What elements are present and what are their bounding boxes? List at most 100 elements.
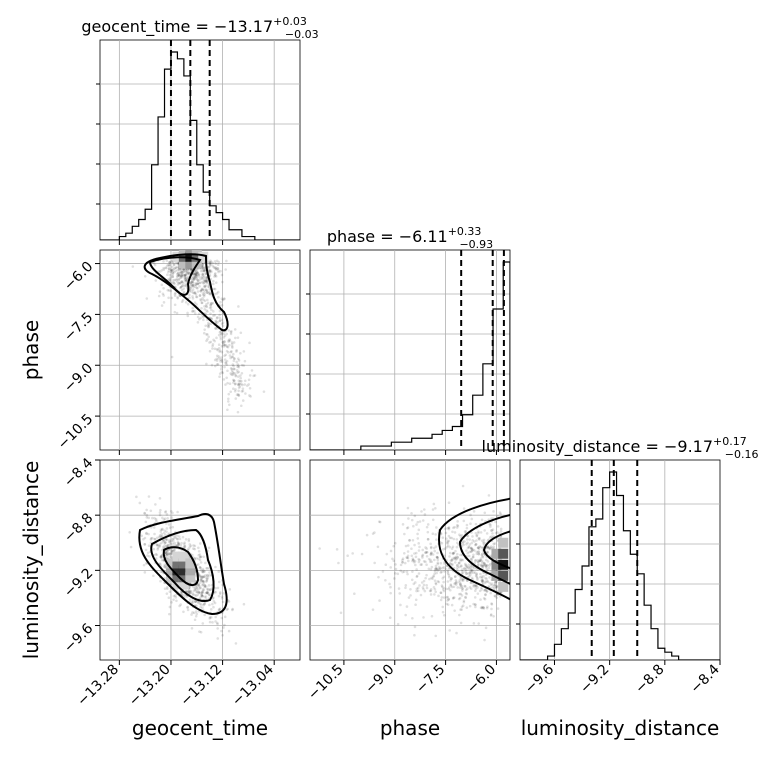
sample-point — [200, 301, 204, 305]
sample-point — [204, 585, 208, 588]
sample-point — [212, 314, 215, 317]
sample-point — [193, 274, 197, 278]
sample-point — [472, 602, 475, 606]
sample-point — [476, 564, 480, 567]
sample-point — [409, 587, 412, 591]
sample-point — [221, 340, 225, 344]
sample-point — [430, 560, 433, 564]
sample-point — [187, 590, 191, 594]
sample-point — [449, 579, 452, 582]
sample-point — [219, 269, 222, 273]
sample-point — [480, 559, 484, 563]
sample-point — [180, 541, 183, 545]
sample-point — [145, 516, 149, 519]
sample-point — [200, 577, 203, 581]
sample-point — [152, 574, 155, 578]
sample-point — [443, 570, 446, 573]
sample-point — [205, 577, 209, 581]
sample-point — [154, 279, 158, 282]
sample-point — [161, 516, 164, 520]
sample-point — [490, 517, 493, 520]
sample-point — [198, 294, 202, 297]
sample-point — [197, 553, 201, 557]
sample-point — [402, 570, 406, 573]
sample-point — [202, 580, 205, 583]
sample-point — [438, 567, 441, 570]
sample-point — [490, 602, 493, 605]
sample-point — [194, 600, 197, 603]
sample-point — [240, 382, 243, 386]
sample-point — [464, 568, 468, 572]
sample-point — [205, 303, 208, 306]
sample-point — [143, 511, 146, 515]
sample-point — [195, 273, 198, 277]
sample-point — [220, 616, 224, 620]
sample-point — [404, 544, 408, 548]
sample-point — [446, 595, 449, 599]
sample-point — [202, 276, 205, 279]
sample-point — [172, 594, 176, 598]
sample-point — [175, 599, 178, 603]
sample-point — [189, 286, 193, 290]
sample-point — [193, 291, 196, 294]
sample-point — [205, 309, 208, 312]
sample-point — [206, 281, 210, 284]
sample-point — [223, 343, 226, 347]
sample-point — [480, 576, 484, 580]
sample-point — [237, 364, 240, 368]
sample-point — [208, 603, 211, 607]
sample-point — [195, 586, 199, 590]
density-cells — [165, 551, 196, 590]
sample-point — [215, 336, 218, 340]
sample-point — [160, 556, 163, 559]
sample-point — [243, 383, 247, 386]
sample-point — [418, 584, 421, 587]
sample-point — [413, 543, 416, 547]
sample-point — [200, 287, 204, 291]
sample-point — [238, 379, 242, 383]
sample-point — [412, 560, 416, 564]
sample-point — [143, 275, 147, 278]
sample-point — [396, 572, 400, 576]
sample-point — [231, 607, 234, 611]
sample-point — [237, 393, 240, 397]
sample-point — [158, 270, 162, 273]
sample-point — [203, 293, 206, 296]
sample-point — [210, 302, 213, 305]
sample-point — [176, 272, 179, 276]
sample-point — [482, 543, 486, 546]
sample-point — [452, 596, 456, 599]
sample-point — [183, 273, 187, 277]
sample-point — [173, 303, 177, 307]
sample-point — [176, 265, 179, 269]
sample-point — [472, 571, 475, 574]
sample-point — [485, 567, 488, 570]
sample-point — [438, 565, 441, 569]
sample-point — [211, 347, 214, 350]
sample-point — [201, 570, 205, 574]
sample-point — [179, 285, 183, 289]
sample-point — [200, 301, 204, 305]
sample-point — [486, 563, 489, 567]
sample-point — [217, 347, 221, 350]
panel-frame — [99, 39, 301, 241]
sample-point — [409, 594, 412, 597]
sample-point — [202, 262, 205, 265]
sample-point — [245, 384, 249, 387]
x-tick-label: −13.12 — [177, 662, 225, 710]
sample-point — [447, 534, 451, 538]
sample-point — [163, 529, 167, 532]
sample-point — [483, 597, 487, 601]
sample-point — [240, 390, 244, 393]
sample-point — [191, 278, 194, 282]
sample-point — [407, 517, 410, 520]
sample-point — [218, 313, 221, 317]
sample-point — [170, 549, 174, 552]
sample-point — [217, 269, 220, 272]
sample-point — [200, 594, 204, 597]
sample-point — [207, 335, 210, 339]
sample-point — [425, 550, 429, 554]
sample-point — [452, 596, 455, 600]
sample-point — [392, 559, 396, 563]
